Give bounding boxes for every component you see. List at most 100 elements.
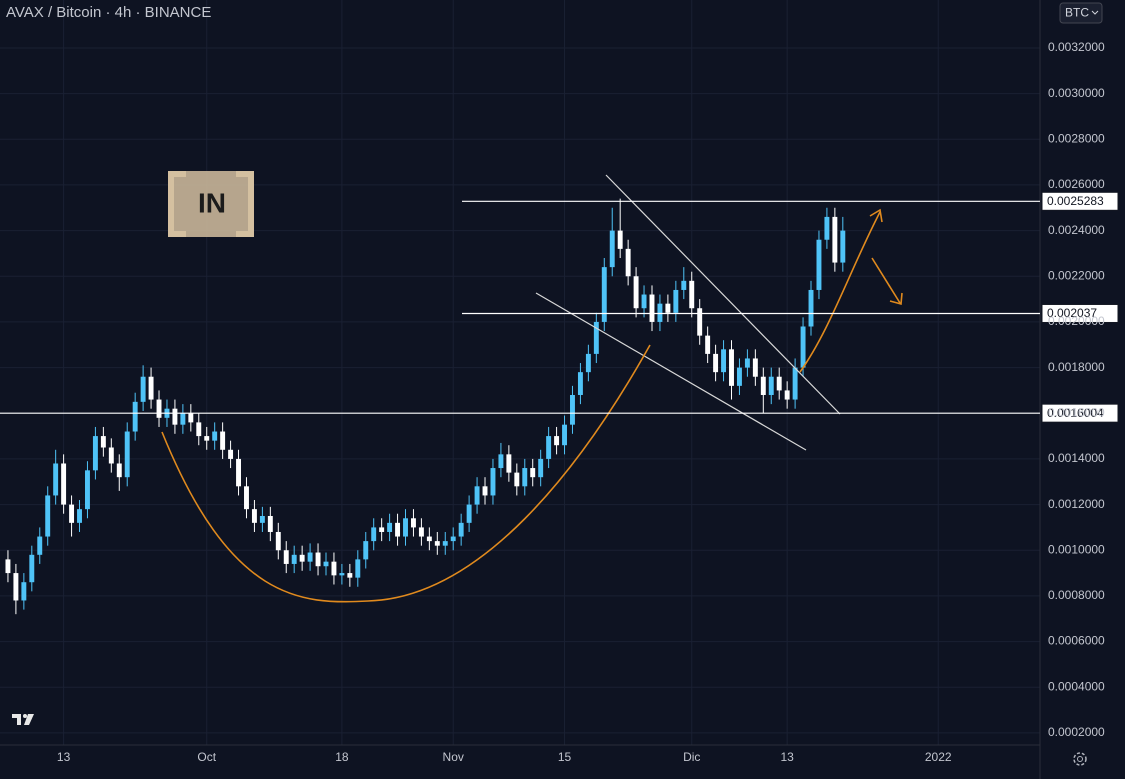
candle-body xyxy=(458,522,464,537)
candle-body xyxy=(291,554,297,564)
candle-body xyxy=(474,486,480,505)
y-tick-label: 0.0032000 xyxy=(1048,40,1105,54)
candle-body xyxy=(792,367,798,400)
candle-body xyxy=(744,358,750,368)
x-tick-label: 2022 xyxy=(925,750,952,764)
x-tick-label: Oct xyxy=(197,750,216,764)
candle-body xyxy=(331,561,337,576)
candle-body xyxy=(657,303,663,322)
y-tick-label: 0.0026000 xyxy=(1048,177,1105,191)
candle-body xyxy=(426,536,432,542)
x-tick-label: Nov xyxy=(443,750,464,764)
currency-label[interactable]: BTC xyxy=(1065,6,1089,20)
candle-body xyxy=(673,289,679,313)
candle-body xyxy=(108,447,114,464)
dropdown-icon[interactable] xyxy=(1091,10,1099,15)
candle-body xyxy=(204,436,210,441)
candle-body xyxy=(442,541,448,546)
candle-body xyxy=(625,248,631,277)
candle-body xyxy=(172,408,178,425)
candle-body xyxy=(124,431,130,478)
candle-body xyxy=(609,230,615,268)
candle-body xyxy=(100,436,106,448)
candle-body xyxy=(713,353,719,373)
candle-body xyxy=(482,486,488,496)
candle-body xyxy=(601,267,607,322)
candle-body xyxy=(140,376,146,402)
y-tick-label: 0.0008000 xyxy=(1048,588,1105,602)
down-arrow xyxy=(871,257,901,304)
candle-body xyxy=(530,468,536,478)
candle-body xyxy=(180,413,186,425)
x-tick-label: 15 xyxy=(558,750,572,764)
candle-body xyxy=(92,436,98,471)
candle-body xyxy=(665,303,671,313)
tradingview-logo xyxy=(12,714,34,725)
candle-body xyxy=(736,367,742,386)
candle-body xyxy=(681,280,687,290)
candle-body xyxy=(776,376,782,391)
x-tick-label: 13 xyxy=(780,750,794,764)
candle-body xyxy=(410,518,416,528)
candle-body xyxy=(768,376,774,395)
candle-body xyxy=(418,527,424,537)
candle-body xyxy=(371,527,377,542)
y-tick-label: 0.0020000 xyxy=(1048,314,1105,328)
candle-body xyxy=(21,582,27,601)
level-label-box xyxy=(1041,191,1119,211)
level-label-box xyxy=(1041,303,1119,323)
candle-body xyxy=(490,468,496,496)
level-label: 0.002037 xyxy=(1047,306,1097,320)
candle-body xyxy=(617,230,623,249)
candle-body xyxy=(824,216,830,240)
y-tick-label: 0.0002000 xyxy=(1048,725,1105,739)
y-tick-label: 0.0014000 xyxy=(1048,451,1105,465)
candle-body xyxy=(45,495,51,537)
currency-button[interactable]: BTC xyxy=(1059,2,1103,24)
y-tick-label: 0.0024000 xyxy=(1048,223,1105,237)
candle-body xyxy=(323,561,329,567)
candle-body xyxy=(132,401,138,432)
trendline xyxy=(605,174,841,415)
candle-body xyxy=(784,390,790,400)
candle-body xyxy=(259,515,265,523)
level-label-box xyxy=(1041,403,1119,423)
candle-body xyxy=(633,276,639,309)
candle-body xyxy=(395,522,401,537)
candle-body xyxy=(832,216,838,263)
candle-body xyxy=(840,230,846,263)
y-tick-label: 0.0010000 xyxy=(1048,542,1105,556)
trendline xyxy=(535,292,807,451)
y-tick-label: 0.0004000 xyxy=(1048,679,1105,693)
drawings xyxy=(161,174,903,603)
y-tick-label: 0.0028000 xyxy=(1048,131,1105,145)
candle-body xyxy=(37,536,43,555)
x-tick-label: 18 xyxy=(335,750,349,764)
candle-body xyxy=(299,554,305,562)
candle-body xyxy=(554,436,560,446)
candle-body xyxy=(522,468,528,487)
candle-body xyxy=(275,531,281,551)
candle-body xyxy=(752,358,758,377)
candle-body xyxy=(593,321,599,354)
candle-body xyxy=(721,349,727,373)
candle-body xyxy=(800,326,806,368)
cup-curve xyxy=(161,344,651,603)
y-tick-label: 0.0022000 xyxy=(1048,268,1105,282)
candle-body xyxy=(570,394,575,425)
candle-body xyxy=(816,239,822,290)
candle-body xyxy=(347,573,353,578)
logo-text: IN xyxy=(198,187,226,218)
candle-body xyxy=(363,541,369,560)
candle-body xyxy=(808,289,814,327)
settings-icon[interactable] xyxy=(1073,752,1087,766)
y-tick-label: 0.0018000 xyxy=(1048,360,1105,374)
candle-body xyxy=(562,424,567,446)
y-tick-label: 0.0016000 xyxy=(1048,405,1105,419)
candle-body xyxy=(466,504,472,523)
candle-body xyxy=(29,554,35,583)
candle-body xyxy=(403,518,408,537)
level-label: 0.0025283 xyxy=(1047,194,1104,208)
